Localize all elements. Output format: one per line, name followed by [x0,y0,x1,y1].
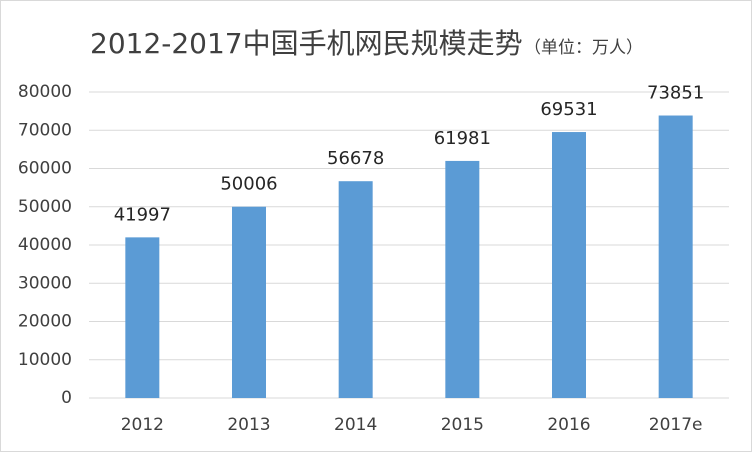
y-tick-label: 40000 [18,235,72,255]
x-tick-label: 2014 [334,415,377,435]
y-tick-label: 20000 [18,312,72,332]
bar [445,160,480,398]
data-label: 73851 [647,83,704,104]
data-label: 61981 [434,128,491,149]
y-tick-label: 0 [61,388,72,408]
bar [125,237,160,398]
chart-subtitle: （单位：万人） [524,38,643,58]
y-tick-label: 30000 [18,273,72,293]
x-tick-label: 2017e [649,415,703,435]
bar [658,115,693,398]
y-tick-label: 70000 [18,120,72,140]
bar [338,181,373,398]
bar [232,206,266,398]
y-tick-label: 80000 [18,82,72,102]
data-label: 41997 [114,204,171,225]
bar [552,132,586,398]
y-tick-label: 60000 [18,159,72,179]
data-label: 69531 [540,99,597,120]
data-label: 50006 [220,174,277,195]
chart-title: 2012-2017中国手机网民规模走势 [90,27,523,60]
y-tick-label: 10000 [18,350,72,370]
x-tick-label: 2012 [121,415,164,435]
data-label: 56678 [327,148,384,169]
x-tick-label: 2016 [547,415,590,435]
x-tick-label: 2013 [227,415,270,435]
x-tick-label: 2015 [441,415,484,435]
y-tick-label: 50000 [18,197,72,217]
